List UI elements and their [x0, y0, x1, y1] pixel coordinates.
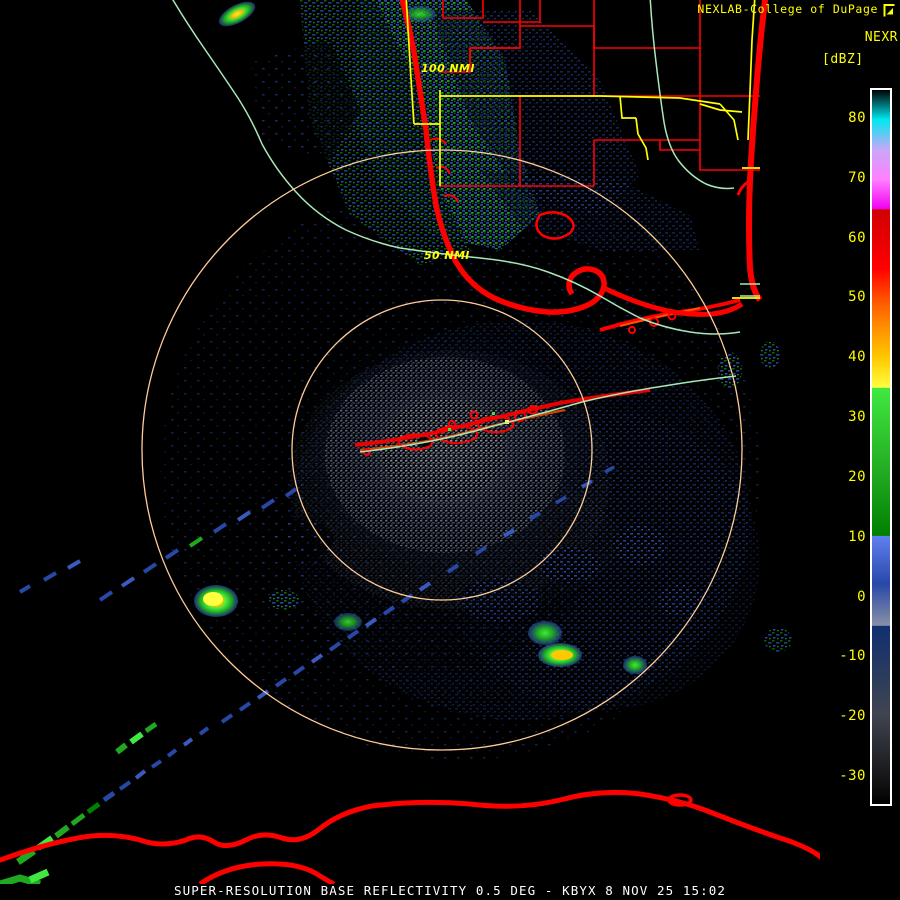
range-ring-50nmi[interactable]	[291, 299, 593, 601]
range-ring-100nmi[interactable]	[141, 149, 743, 751]
colorbar-tick-20: 20	[848, 468, 866, 485]
nexlab-credit[interactable]: NEXLAB-College of DuPage	[697, 2, 878, 16]
colorbar-tick-50: 50	[848, 289, 866, 306]
range-ring-label-50nmi: 50 NMI	[424, 249, 470, 262]
colorbar-tick-40: 40	[848, 349, 866, 366]
west-florida-clutter-band	[250, 0, 700, 265]
colorbar-gradient	[872, 90, 890, 804]
colorbar-tick-30: 30	[848, 409, 866, 426]
interstate-roads	[172, 0, 760, 453]
clutter-skirt	[290, 350, 620, 610]
colorbar-panel: NEXR [dBZ] 80 70 60 50 40 30 20 10 0 -10 -20 -30	[820, 0, 900, 884]
colorbar-units-label: [dBZ]	[822, 52, 864, 67]
colorbar-tick-10: 10	[848, 528, 866, 545]
convective-cells	[194, 1, 647, 674]
scattered-echoes	[266, 341, 792, 652]
range-ring-label-100nmi: 100 NMI	[421, 62, 475, 75]
colorbar-scale[interactable]	[870, 88, 892, 806]
radar-reflectivity-image[interactable]	[0, 0, 820, 884]
colorbar-tick--10: -10	[839, 648, 866, 665]
colorbar-tick-80: 80	[848, 109, 866, 126]
florida-keys-land-return	[354, 388, 651, 456]
colorbar-tick-0: 0	[857, 588, 866, 605]
florida-coastline	[399, 0, 769, 317]
colorbar-tick-70: 70	[848, 169, 866, 186]
highways	[405, 0, 760, 299]
resize-arrow-icon[interactable]	[882, 3, 896, 18]
colorbar-tick--20: -20	[839, 708, 866, 725]
colorbar-title: NEXR	[864, 30, 898, 45]
colorbar-tick--30: -30	[839, 768, 866, 785]
sw-fineline-band	[16, 465, 615, 865]
range-rings[interactable]	[141, 149, 743, 751]
product-status-bar: SUPER-RESOLUTION BASE REFLECTIVITY 0.5 D…	[173, 883, 727, 898]
colorbar-tick-60: 60	[848, 229, 866, 246]
cuba-coastline	[0, 789, 820, 884]
